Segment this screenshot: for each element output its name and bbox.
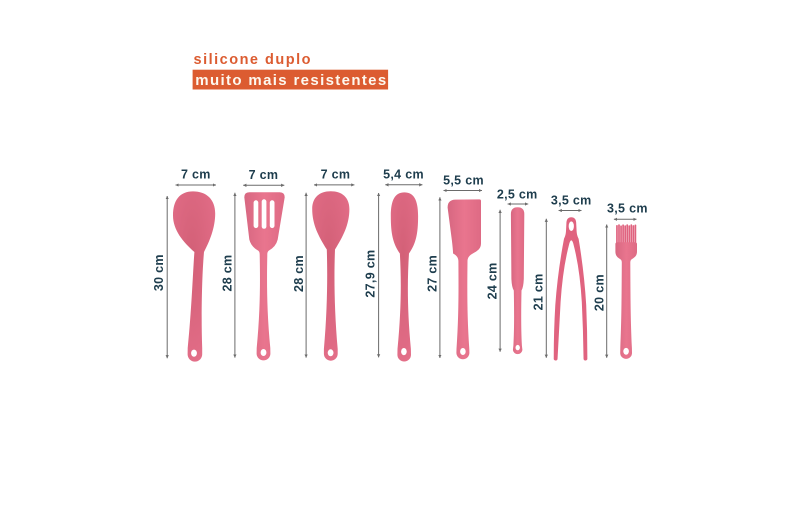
svg-text:silicone duplo: silicone duplo bbox=[194, 52, 312, 68]
svg-text:27,9 cm: 27,9 cm bbox=[363, 250, 377, 298]
svg-text:28 cm: 28 cm bbox=[221, 255, 235, 292]
svg-text:7 cm: 7 cm bbox=[181, 168, 211, 182]
svg-text:28 cm: 28 cm bbox=[292, 255, 306, 292]
svg-text:20 cm: 20 cm bbox=[592, 274, 606, 311]
svg-text:21 cm: 21 cm bbox=[532, 273, 546, 310]
svg-text:24 cm: 24 cm bbox=[485, 262, 499, 299]
svg-text:5,5 cm: 5,5 cm bbox=[443, 173, 484, 187]
svg-text:5,4 cm: 5,4 cm bbox=[383, 168, 424, 182]
svg-text:3,5 cm: 3,5 cm bbox=[607, 201, 648, 215]
svg-text:30 cm: 30 cm bbox=[152, 254, 166, 291]
svg-text:7 cm: 7 cm bbox=[249, 168, 279, 182]
svg-text:27 cm: 27 cm bbox=[426, 255, 440, 292]
svg-text:muito mais resistentes: muito mais resistentes bbox=[195, 72, 387, 89]
svg-text:3,5 cm: 3,5 cm bbox=[551, 193, 592, 207]
svg-text:2,5 cm: 2,5 cm bbox=[497, 187, 538, 201]
svg-text:7 cm: 7 cm bbox=[321, 168, 351, 182]
